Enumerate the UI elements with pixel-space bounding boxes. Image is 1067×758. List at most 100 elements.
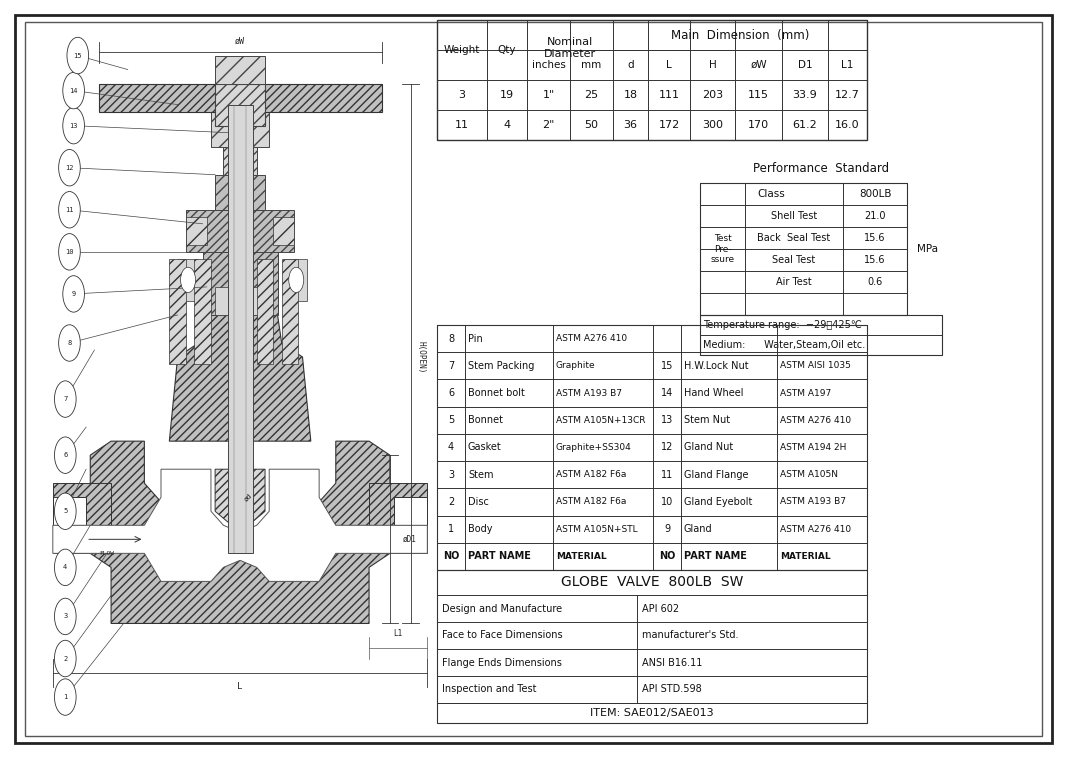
Text: ASTM A276 410: ASTM A276 410 — [780, 416, 851, 424]
Circle shape — [54, 493, 76, 530]
Text: 1: 1 — [448, 525, 455, 534]
Text: Stem: Stem — [468, 470, 494, 480]
Bar — [282, 258, 299, 364]
Text: Graphite: Graphite — [556, 362, 595, 371]
Text: Qty: Qty — [497, 45, 516, 55]
Text: 4: 4 — [63, 565, 67, 570]
Bar — [216, 287, 232, 315]
Text: 15: 15 — [74, 52, 82, 58]
Text: Main  Dimension  (mm): Main Dimension (mm) — [671, 29, 809, 42]
Text: 11: 11 — [660, 470, 673, 480]
Text: H(OPEN): H(OPEN) — [416, 341, 426, 373]
Text: Stem Packing: Stem Packing — [468, 361, 535, 371]
Text: 9: 9 — [664, 525, 670, 534]
Circle shape — [59, 149, 80, 186]
Text: ITEM: SAE012/SAE013: ITEM: SAE012/SAE013 — [590, 708, 714, 718]
Text: 14: 14 — [69, 88, 78, 93]
Text: Gland Flange: Gland Flange — [684, 470, 748, 480]
Bar — [223, 146, 257, 174]
Text: ASTM A105N+STL: ASTM A105N+STL — [556, 525, 638, 534]
Bar — [437, 20, 867, 140]
Text: ASTM A197: ASTM A197 — [780, 389, 831, 397]
Circle shape — [54, 679, 76, 716]
Text: 2: 2 — [63, 656, 67, 662]
Text: ASTM AISI 1035: ASTM AISI 1035 — [780, 362, 850, 371]
Circle shape — [54, 598, 76, 634]
Text: 1": 1" — [542, 90, 555, 100]
Text: Gland Nut: Gland Nut — [684, 443, 733, 453]
Text: ASTM A182 F6a: ASTM A182 F6a — [556, 497, 626, 506]
Text: 12: 12 — [65, 164, 74, 171]
Circle shape — [54, 437, 76, 474]
Bar — [186, 217, 207, 245]
Text: 3: 3 — [459, 90, 465, 100]
Text: 36: 36 — [623, 120, 637, 130]
Text: MATERIAL: MATERIAL — [556, 552, 607, 561]
Circle shape — [63, 108, 84, 144]
Text: Hand Wheel: Hand Wheel — [684, 388, 744, 398]
Text: 3: 3 — [448, 470, 455, 480]
Text: 8: 8 — [67, 340, 71, 346]
Text: Nominal
Diameter: Nominal Diameter — [544, 37, 596, 59]
Text: 50: 50 — [585, 120, 599, 130]
Text: 19: 19 — [500, 90, 514, 100]
Bar — [170, 258, 186, 364]
Text: 25: 25 — [585, 90, 599, 100]
Text: 13: 13 — [660, 415, 673, 425]
Text: 15.6: 15.6 — [864, 233, 886, 243]
Text: Inspection and Test: Inspection and Test — [442, 684, 537, 694]
Text: ASTM A105N: ASTM A105N — [780, 470, 838, 479]
Text: Performance  Standard: Performance Standard — [753, 162, 889, 176]
Text: Test
Pre-
ssure: Test Pre- ssure — [711, 234, 734, 264]
Text: 115: 115 — [748, 90, 769, 100]
Text: Disc: Disc — [468, 497, 489, 507]
Text: Class: Class — [758, 189, 785, 199]
Bar — [437, 570, 867, 723]
Text: 5: 5 — [448, 415, 455, 425]
Bar — [53, 497, 86, 525]
Polygon shape — [216, 469, 265, 532]
Bar — [177, 258, 198, 301]
Text: D1: D1 — [798, 60, 812, 70]
Text: Temperature range:  −29～425℃: Temperature range: −29～425℃ — [703, 320, 862, 330]
Text: Design and Manufacture: Design and Manufacture — [442, 603, 562, 613]
Text: øD1: øD1 — [402, 535, 416, 543]
Polygon shape — [53, 469, 428, 581]
Bar — [216, 174, 265, 210]
Text: 11: 11 — [455, 120, 469, 130]
Text: ASTM A105N+13CR: ASTM A105N+13CR — [556, 416, 646, 424]
Text: ANSI B16.11: ANSI B16.11 — [642, 657, 702, 668]
Bar — [369, 484, 427, 553]
Circle shape — [54, 641, 76, 677]
Text: Shell Test: Shell Test — [770, 211, 817, 221]
Text: 300: 300 — [702, 120, 723, 130]
Circle shape — [63, 276, 84, 312]
Text: API 602: API 602 — [642, 603, 679, 613]
Bar — [98, 83, 232, 111]
Bar — [273, 217, 294, 245]
Circle shape — [63, 72, 84, 109]
Bar — [286, 258, 306, 301]
Text: Bonnet bolt: Bonnet bolt — [468, 388, 525, 398]
Text: ASTM A276 410: ASTM A276 410 — [556, 334, 627, 343]
Text: 5: 5 — [63, 509, 67, 514]
Bar — [194, 258, 211, 364]
Text: ASTM A182 F6a: ASTM A182 F6a — [556, 470, 626, 479]
Text: 111: 111 — [658, 90, 680, 100]
Polygon shape — [91, 441, 389, 623]
Bar — [216, 55, 265, 83]
Text: ød: ød — [243, 492, 254, 503]
Text: 21.0: 21.0 — [864, 211, 886, 221]
Text: 61.2: 61.2 — [793, 120, 817, 130]
Text: 8: 8 — [448, 334, 455, 343]
Text: ASTM A194 2H: ASTM A194 2H — [780, 443, 846, 452]
Circle shape — [54, 549, 76, 586]
Text: GLOBE  VALVE  800LB  SW: GLOBE VALVE 800LB SW — [561, 575, 744, 590]
Text: inches: inches — [531, 60, 566, 70]
Bar — [249, 287, 265, 315]
Text: Gland Eyebolt: Gland Eyebolt — [684, 497, 752, 507]
Text: 6: 6 — [63, 453, 67, 458]
Text: 7: 7 — [448, 361, 455, 371]
Text: H.W.Lock Nut: H.W.Lock Nut — [684, 361, 749, 371]
Bar — [437, 325, 867, 570]
